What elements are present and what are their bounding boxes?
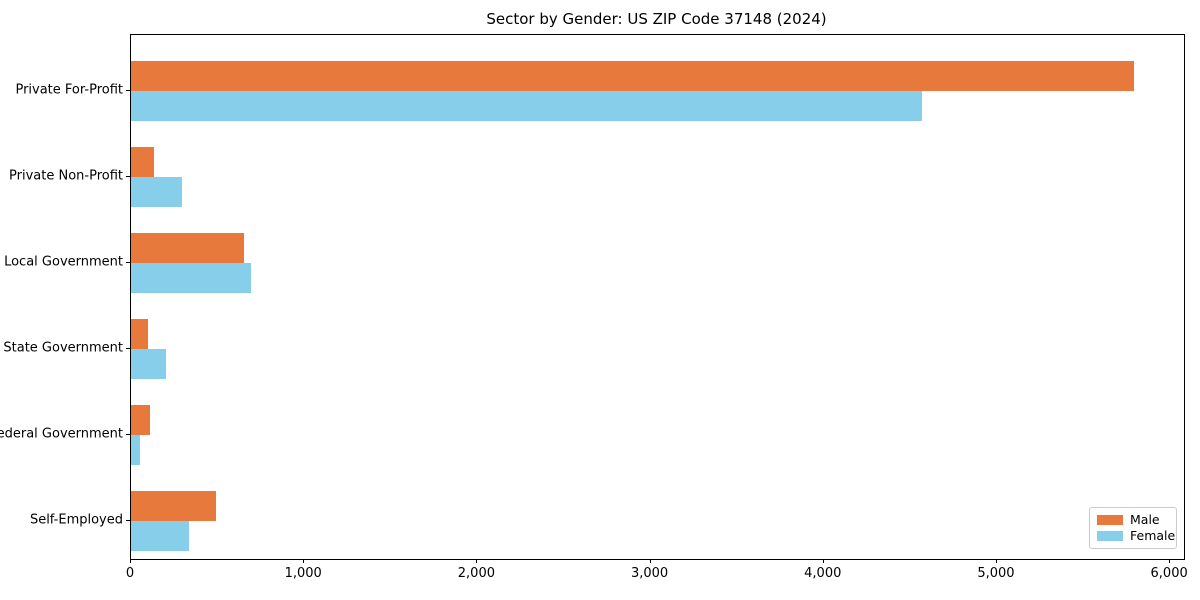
- y-tick-label: Self-Employed: [29, 512, 123, 528]
- plot-area: [130, 34, 1185, 560]
- legend-item-male: Male: [1097, 511, 1169, 527]
- x-tick-mark: [130, 559, 131, 563]
- x-tick-label: 3,000: [630, 566, 669, 581]
- legend: Male Female: [1089, 507, 1177, 549]
- bar-male-private-non-profit: [131, 147, 155, 177]
- y-tick-label: Private For-Profit: [15, 82, 123, 98]
- x-tick-mark: [1169, 559, 1171, 563]
- bar-female-self-employed: [131, 521, 190, 551]
- legend-label-female: Female: [1130, 528, 1176, 543]
- y-tick-label: Private Non-Profit: [9, 168, 123, 184]
- x-tick-label: 6,000: [1150, 566, 1188, 581]
- bar-female-federal-government: [131, 435, 140, 465]
- x-tick-mark: [995, 559, 997, 563]
- x-tick-mark: [649, 559, 651, 563]
- y-tick-mark: [126, 348, 130, 349]
- male-swatch-icon: [1097, 514, 1123, 525]
- y-tick-mark: [126, 434, 130, 435]
- bar-female-local-government: [131, 263, 251, 293]
- y-tick-label: Federal Government: [0, 426, 123, 442]
- chart-title: Sector by Gender: US ZIP Code 37148 (202…: [486, 10, 827, 28]
- bar-male-private-for-profit: [131, 61, 1134, 91]
- x-tick-mark: [303, 559, 305, 563]
- y-tick-mark: [126, 520, 130, 521]
- legend-label-male: Male: [1130, 511, 1160, 527]
- bar-female-private-for-profit: [131, 91, 923, 121]
- y-tick-label: Local Government: [4, 254, 123, 270]
- x-tick-label: 5,000: [977, 566, 1015, 581]
- x-tick-label: 0: [125, 566, 135, 581]
- bar-male-state-government: [131, 319, 149, 349]
- y-tick-mark: [126, 262, 130, 263]
- female-swatch-icon: [1097, 531, 1123, 542]
- bar-female-state-government: [131, 349, 166, 379]
- x-tick-label: 2,000: [457, 566, 495, 581]
- x-tick-label: 1,000: [284, 566, 322, 581]
- y-tick-mark: [126, 90, 130, 91]
- x-tick-mark: [476, 559, 478, 563]
- y-tick-label: State Government: [3, 340, 123, 356]
- bar-male-local-government: [131, 233, 244, 263]
- bar-male-self-employed: [131, 491, 216, 521]
- legend-item-female: Female: [1097, 529, 1175, 543]
- bar-female-private-non-profit: [131, 177, 183, 207]
- bar-male-federal-government: [131, 405, 151, 435]
- x-tick-mark: [822, 559, 824, 563]
- y-tick-mark: [126, 176, 130, 177]
- x-tick-label: 4,000: [804, 566, 842, 581]
